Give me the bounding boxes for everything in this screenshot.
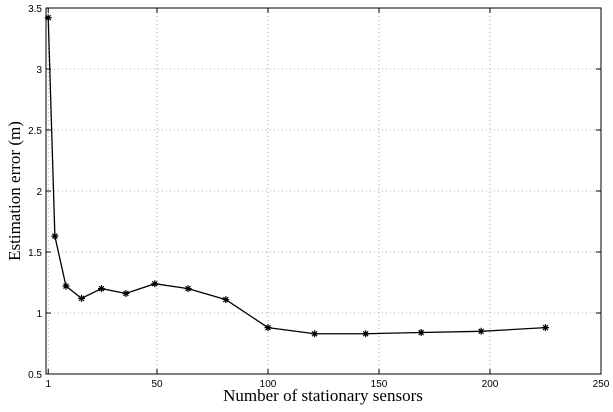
marker — [477, 327, 485, 335]
x-tick-label: 1 — [45, 379, 51, 390]
marker — [311, 330, 319, 338]
x-tick-label: 250 — [593, 379, 610, 390]
y-axis-label: Estimation error (m) — [5, 121, 24, 261]
y-tick-label: 1.5 — [28, 248, 42, 259]
marker — [44, 14, 52, 22]
y-tick-label: 2.5 — [28, 126, 42, 137]
marker — [184, 285, 192, 293]
plot-frame — [45, 7, 602, 375]
marker — [62, 282, 70, 290]
marker — [222, 296, 230, 304]
x-tick-label: 150 — [371, 379, 388, 390]
y-tick-label: 1 — [36, 309, 42, 320]
y-tick-label: 3.5 — [28, 4, 42, 15]
marker — [51, 232, 59, 240]
x-tick-label: 50 — [151, 379, 163, 390]
plot-area — [46, 8, 601, 374]
marker — [264, 324, 272, 332]
x-tick-label: 200 — [482, 379, 499, 390]
x-axis-label: Number of stationary sensors — [223, 386, 423, 405]
y-tick-label: 0.5 — [28, 370, 42, 381]
marker — [417, 329, 425, 337]
marker — [98, 285, 105, 293]
x-tick-label: 100 — [260, 379, 277, 390]
marker — [78, 294, 86, 302]
y-tick-label: 2 — [36, 187, 42, 198]
marker — [122, 289, 130, 297]
marker — [542, 324, 549, 332]
marker — [362, 330, 370, 338]
y-tick-label: 3 — [36, 65, 42, 76]
marker — [151, 280, 159, 288]
